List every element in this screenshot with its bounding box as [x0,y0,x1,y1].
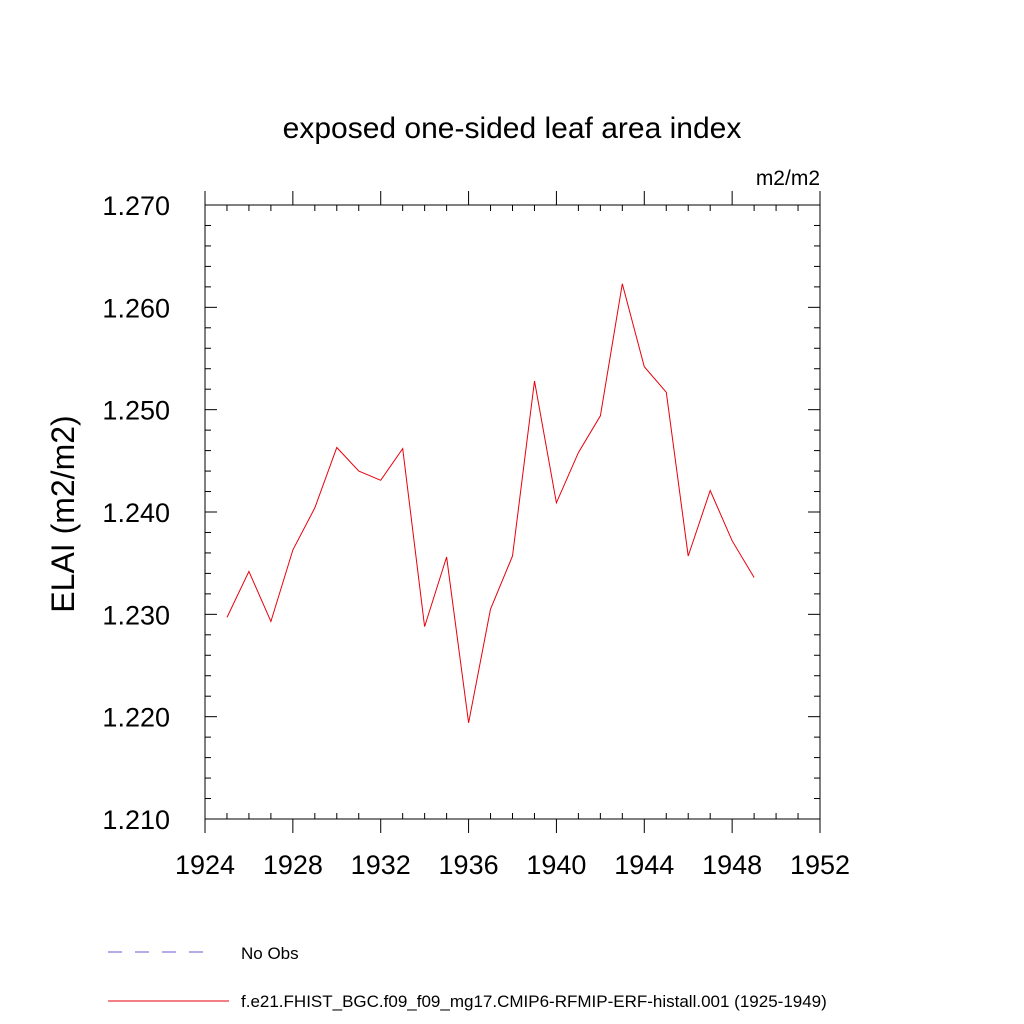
units-label: m2/m2 [756,167,820,190]
x-tick-label: 1932 [351,850,411,880]
x-tick-label: 1948 [702,850,762,880]
plot-frame [204,204,821,820]
y-axis-label: ELAI (m2/m2) [45,415,81,612]
axis-ticks [204,191,821,833]
chart-title: exposed one-sided leaf area index [283,112,742,145]
legend: No Obs f.e21.FHIST_BGC.f09_f09_mg17.CMIP… [108,944,827,1011]
x-tick-label: 1944 [614,850,674,880]
y-tick-label: 1.210 [102,805,170,835]
x-tick-label: 1928 [263,850,323,880]
y-tick-label: 1.240 [102,498,170,528]
legend-label-no-obs: No Obs [241,944,299,963]
x-tick-label: 1940 [526,850,586,880]
y-tick-label: 1.250 [102,396,170,426]
legend-label-model-run: f.e21.FHIST_BGC.f09_f09_mg17.CMIP6-RFMIP… [241,992,827,1011]
y-tick-label: 1.220 [102,703,170,733]
series-line [226,283,755,723]
x-tick-label: 1936 [439,850,499,880]
y-tick-label: 1.260 [102,293,170,323]
y-tick-label: 1.230 [102,600,170,630]
y-tick-labels: 1.210 1.220 1.230 1.240 1.250 1.260 1.270 [102,191,170,835]
x-tick-label: 1924 [175,850,235,880]
x-tick-labels: 1924 1928 1932 1936 1940 1944 1948 1952 [175,850,850,880]
x-tick-label: 1952 [790,850,850,880]
y-tick-label: 1.270 [102,191,170,221]
series-layer [226,283,755,723]
